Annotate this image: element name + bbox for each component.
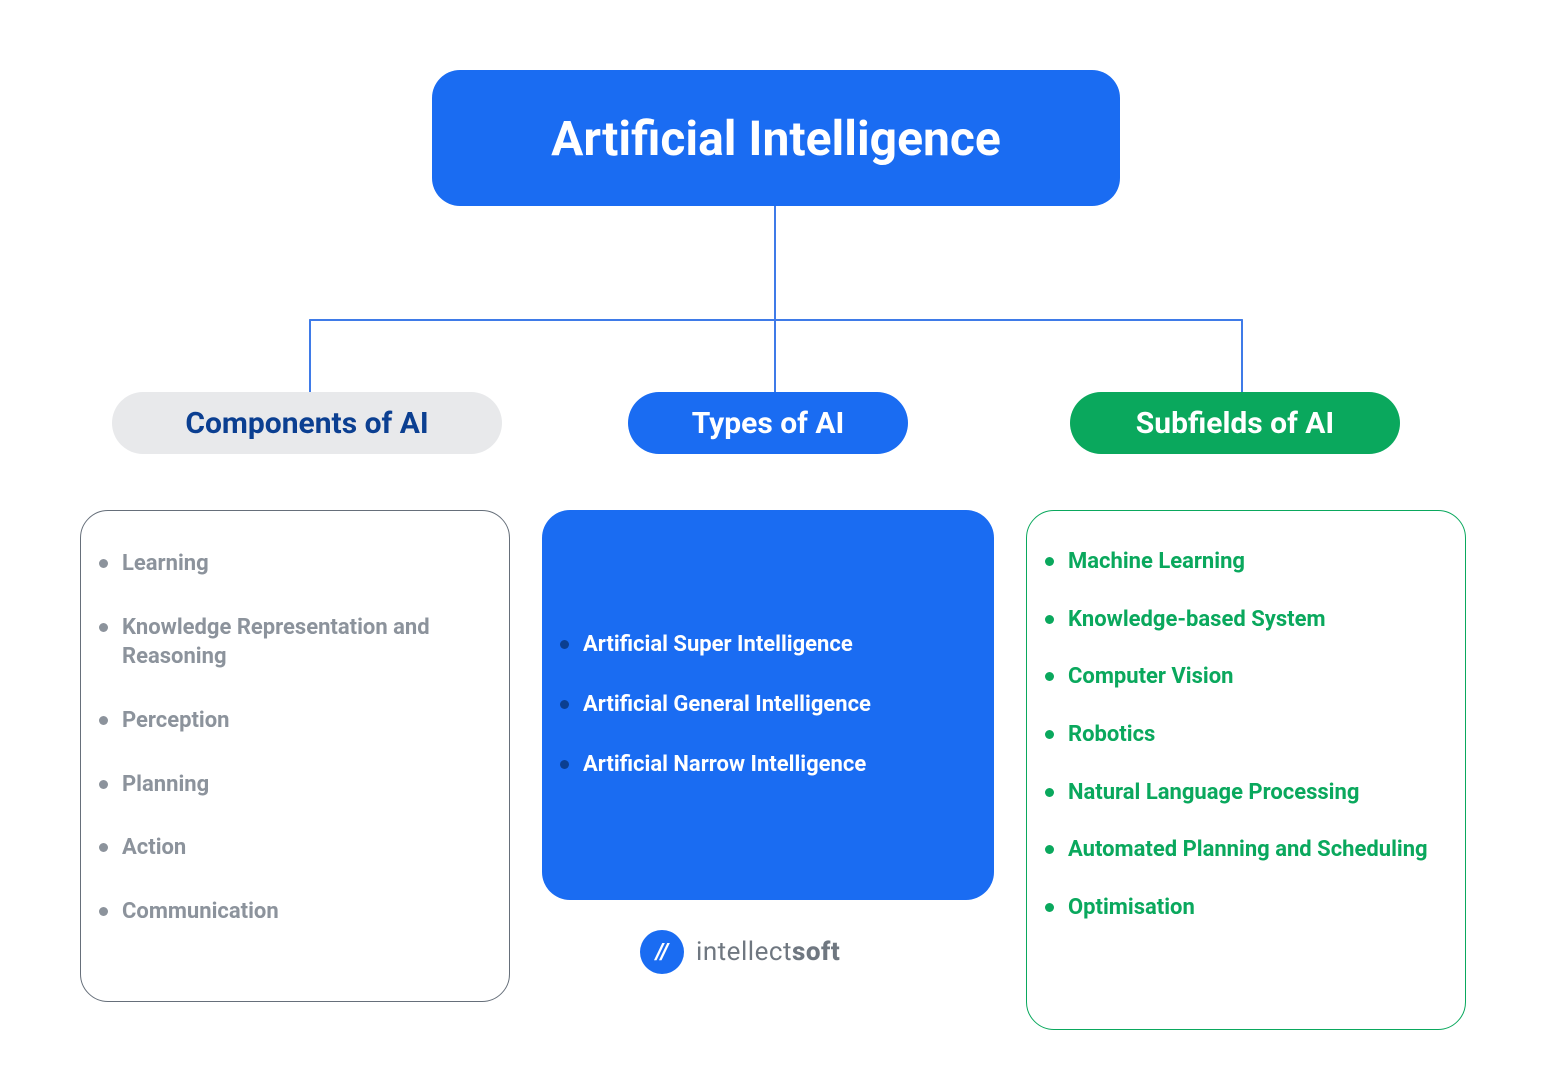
root-node: Artificial Intelligence [432, 70, 1120, 206]
brand-logo-glyph: // [656, 940, 669, 965]
bullet-icon [1045, 672, 1054, 681]
list-item-label: Robotics [1068, 720, 1155, 750]
branch-panel-components: Learning Knowledge Representation and Rea… [80, 510, 510, 1002]
list-item-label: Computer Vision [1068, 662, 1233, 692]
list-item-label: Communication [122, 897, 279, 927]
list-item: Machine Learning [1045, 547, 1447, 577]
diagram-canvas: Artificial Intelligence Components of AI… [0, 0, 1550, 1076]
bullet-icon [99, 623, 108, 632]
list-item: Artificial Super Intelligence [560, 630, 976, 660]
brand-logo-text: intellectsoft [696, 937, 840, 967]
list-item-label: Artificial General Intelligence [583, 690, 871, 720]
brand-logo-text-prefix: intellect [696, 937, 792, 967]
bullet-icon [99, 559, 108, 568]
brand-logo-text-suffix: soft [792, 937, 840, 967]
bullet-icon [1045, 730, 1054, 739]
root-label: Artificial Intelligence [551, 110, 1001, 167]
list-item-label: Artificial Super Intelligence [583, 630, 853, 660]
list-item-label: Machine Learning [1068, 547, 1245, 577]
list-item-label: Artificial Narrow Intelligence [583, 750, 866, 780]
list-item-label: Optimisation [1068, 893, 1195, 923]
list-item: Learning [99, 549, 491, 579]
bullet-icon [99, 907, 108, 916]
list-item-label: Knowledge-based System [1068, 605, 1326, 635]
branch-pill-components: Components of AI [112, 392, 502, 454]
list-item-label: Planning [122, 770, 209, 800]
list-item: Action [99, 833, 491, 863]
branch-panel-types: Artificial Super Intelligence Artificial … [542, 510, 994, 900]
bullet-icon [99, 716, 108, 725]
branch-pill-label: Components of AI [185, 406, 428, 441]
list-item: Computer Vision [1045, 662, 1447, 692]
bullet-icon [1045, 845, 1054, 854]
list-item: Optimisation [1045, 893, 1447, 923]
list-item-label: Action [122, 833, 186, 863]
list-item: Communication [99, 897, 491, 927]
brand-logo: // intellectsoft [640, 930, 840, 974]
list-item: Robotics [1045, 720, 1447, 750]
branch-pill-label: Subfields of AI [1136, 406, 1334, 441]
bullet-icon [1045, 615, 1054, 624]
list-item: Natural Language Processing [1045, 778, 1447, 808]
list-item-label: Knowledge Representation and Reasoning [122, 613, 491, 672]
bullet-icon [560, 700, 569, 709]
list-item: Knowledge Representation and Reasoning [99, 613, 491, 672]
branch-pill-label: Types of AI [692, 406, 845, 441]
bullet-icon [1045, 903, 1054, 912]
bullet-icon [560, 760, 569, 769]
list-item-label: Learning [122, 549, 209, 579]
bullet-icon [560, 640, 569, 649]
list-item: Artificial Narrow Intelligence [560, 750, 976, 780]
brand-logo-mark: // [640, 930, 684, 974]
list-item: Perception [99, 706, 491, 736]
branch-pill-types: Types of AI [628, 392, 908, 454]
branch-panel-subfields: Machine Learning Knowledge-based System Co… [1026, 510, 1466, 1030]
bullet-icon [99, 780, 108, 789]
list-item: Knowledge-based System [1045, 605, 1447, 635]
bullet-icon [1045, 557, 1054, 566]
list-item-label: Natural Language Processing [1068, 778, 1359, 808]
list-item: Artificial General Intelligence [560, 690, 976, 720]
list-item-label: Perception [122, 706, 230, 736]
list-item-label: Automated Planning and Scheduling [1068, 835, 1428, 865]
bullet-icon [1045, 788, 1054, 797]
bullet-icon [99, 843, 108, 852]
list-item: Planning [99, 770, 491, 800]
list-item: Automated Planning and Scheduling [1045, 835, 1447, 865]
branch-pill-subfields: Subfields of AI [1070, 392, 1400, 454]
